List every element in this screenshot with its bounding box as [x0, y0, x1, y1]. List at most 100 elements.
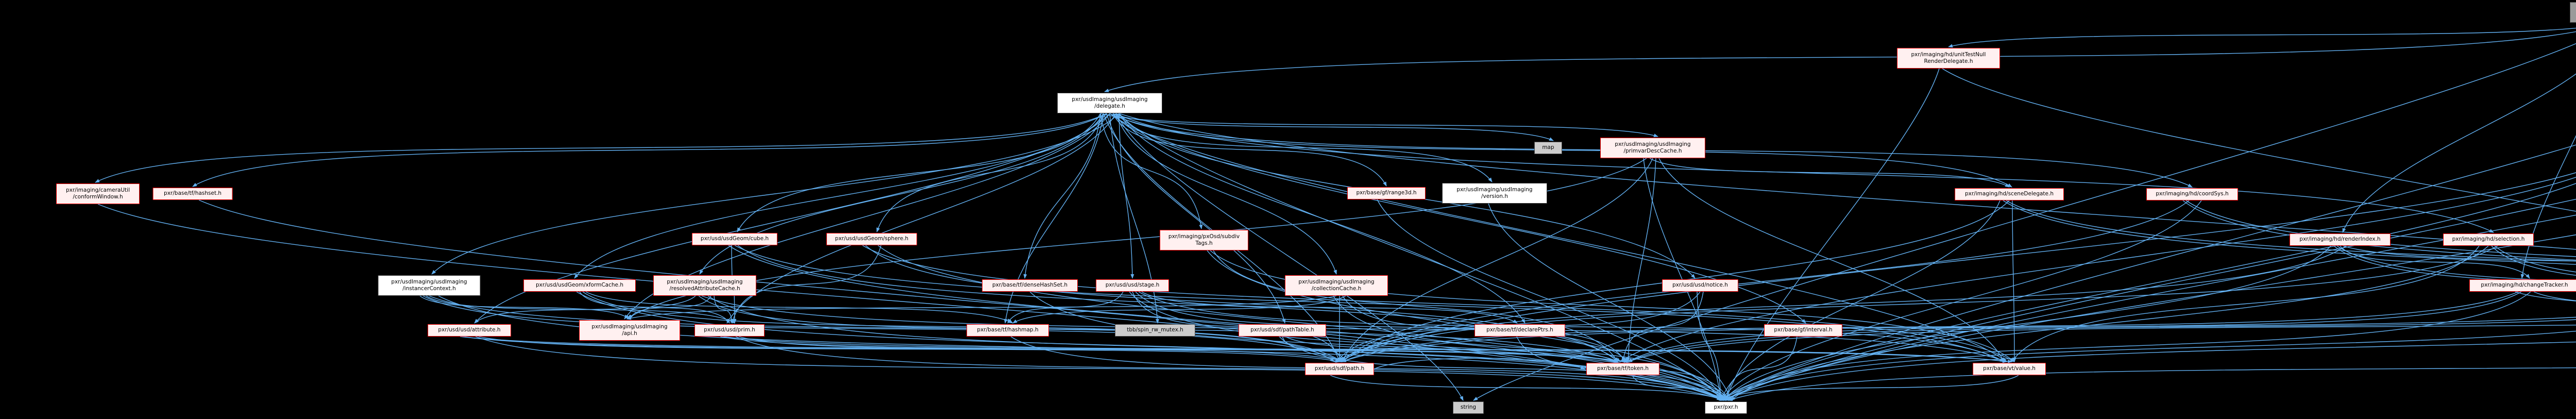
include-edge-hdCoordSys-hdVersion	[2185, 200, 2576, 257]
include-edge-usdStage-tfToken	[1135, 291, 1629, 362]
include-edge-unitTestHelper-delegate	[1104, 31, 2576, 92]
include-edge-tfHashset-pxrH	[198, 199, 1724, 401]
include-edge-resolvedAttributeCache-usdPrim	[714, 295, 734, 324]
graph-node-gfInterval[interactable]: pxr/base/gf/interval.h	[1764, 324, 1842, 337]
graph-node-cube[interactable]: pxr/usd/usdGeom/cube.h	[692, 233, 777, 245]
include-edge-hdRenderIndex-pxrH	[1723, 245, 2331, 401]
include-edge-usdNotice-tfToken	[1621, 291, 1704, 362]
include-edge-delegate-hdSceneDelegate	[1112, 113, 2012, 188]
graph-node-xformCache[interactable]: pxr/usd/usdGeom/xformCache.h	[523, 279, 636, 292]
graph-node-map[interactable]: map	[1534, 142, 1562, 154]
include-edge-hdRenderIndex-sdfPath	[1336, 245, 2347, 362]
include-edge-usdNotice-pxrH	[1697, 291, 1723, 401]
include-edge-gfRange3d-pxrH	[1377, 199, 1724, 401]
graph-node-hdSceneDelegate[interactable]: pxr/imaging/hd/sceneDelegate.h	[1955, 188, 2064, 200]
graph-node-denseHashSet[interactable]: pxr/base/tf/denseHashSet.h	[982, 279, 1078, 292]
include-edge-xformCache-tfHashmap	[585, 291, 1013, 324]
graph-node-conformWindow[interactable]: pxr/imaging/cameraUtil /conformWindow.h	[56, 183, 140, 204]
include-edge-usdPrim-vtValue	[723, 336, 2007, 363]
graph-node-uiApi[interactable]: pxr/usdImaging/usdImaging /api.h	[579, 320, 680, 341]
graph-node-sdfPathTable[interactable]: pxr/usd/sdf/pathTable.h	[1239, 324, 1326, 337]
include-edge-delegate-gfInterval	[1115, 113, 1806, 324]
include-edge-hdCoordSys-pxrH	[1720, 200, 2202, 401]
graph-node-tfHashset[interactable]: pxr/base/tf/hashset.h	[152, 188, 233, 200]
graph-node-hdChangeTracker[interactable]: pxr/imaging/hd/changeTracker.h	[2469, 279, 2576, 292]
include-edge-unitTestHelper-string	[1473, 43, 2576, 401]
graph-node-tfToken[interactable]: pxr/base/tf/token.h	[1586, 363, 1659, 375]
include-edge-delegate-hdSelection	[1115, 113, 2494, 233]
include-edge-delegate-hdVersion	[1118, 113, 2576, 250]
graph-node-instancerContext[interactable]: pxr/usdImaging/usdImaging /instancerCont…	[378, 275, 481, 296]
graph-node-tfDeclarePtrs[interactable]: pxr/base/tf/declarePtrs.h	[1475, 324, 1565, 337]
include-edge-delegate-cube	[737, 113, 1101, 232]
include-edge-hdSceneDelegate-hdApi	[2003, 200, 2576, 265]
graph-node-sdfPath[interactable]: pxr/usd/sdf/path.h	[1305, 363, 1374, 375]
include-edge-hdTokens-pxrH	[1723, 341, 2576, 401]
graph-node-resolvedAttributeCache[interactable]: pxr/usdImaging/usdImaging /resolvedAttri…	[653, 275, 756, 296]
include-edge-delegate-conformWindow	[95, 113, 1107, 183]
graph-node-hdRenderIndex[interactable]: pxr/imaging/hd/renderIndex.h	[2290, 233, 2391, 246]
include-edge-vtValue-pxrH	[1720, 375, 2019, 401]
include-edge-usdStage-tfHashmap	[1007, 291, 1124, 324]
include-edge-hdRenderIndex-hdApi	[2333, 245, 2576, 283]
graph-node-unitTestHelper[interactable]: pxr/usdImaging/usdImaging /unitTestHelpe…	[2570, 2, 2576, 23]
include-edge-tfToken-pxrH	[1632, 375, 1726, 401]
include-edge-delegate-sphere	[876, 113, 1104, 232]
include-edge-hdCoordSys-sdfPath	[1342, 200, 2190, 362]
graph-node-usdNotice[interactable]: pxr/usd/usd/notice.h	[1662, 279, 1738, 292]
graph-node-hdSelection[interactable]: pxr/imaging/hd/selection.h	[2443, 233, 2534, 246]
include-edge-hdVersion-pxrH	[1728, 367, 2576, 401]
graph-node-sphere[interactable]: pxr/usd/usdGeom/sphere.h	[826, 233, 917, 245]
include-edge-delegate-xformCache	[574, 113, 1107, 279]
include-edge-cube-tfToken	[737, 245, 1621, 362]
include-edge-usdAttribute-sdfPath	[478, 336, 1340, 363]
graph-node-pxrH[interactable]: pxr/pxr.h	[1705, 401, 1747, 414]
include-edge-hdCoordSys-hdApi	[2182, 200, 2576, 261]
include-edge-resolvedAttributeCache-usdAttribute	[474, 295, 696, 324]
graph-node-delegate[interactable]: pxr/usdImaging/usdImaging /delegate.h	[1057, 93, 1162, 113]
include-edge-delegate-usdPrim	[726, 113, 1116, 324]
graph-node-uiVersion[interactable]: pxr/usdImaging/usdImaging /version.h	[1442, 183, 1547, 204]
graph-node-usdAttribute[interactable]: pxr/usd/usd/attribute.h	[428, 324, 511, 337]
graph-node-usdStage[interactable]: pxr/usd/usd/stage.h	[1096, 279, 1169, 292]
include-edge-primvarDescCache-uiApi	[626, 158, 1647, 320]
include-edge-usdAttribute-pxrH	[475, 336, 1724, 401]
include-edge-collectionCache-uiApi	[626, 295, 1337, 320]
graph-node-gfRange3d[interactable]: pxr/base/gf/range3d.h	[1347, 187, 1426, 199]
include-edge-hdChangeTracker-pxrH	[1720, 291, 2531, 401]
graph-node-usdPrim[interactable]: pxr/usd/usd/prim.h	[694, 324, 765, 337]
include-edge-primvarDescCache-tfToken	[1626, 158, 1656, 362]
graph-node-string[interactable]: string	[1453, 401, 1484, 414]
graph-node-tfHashmap[interactable]: pxr/base/tf/hashmap.h	[967, 324, 1049, 337]
graph-node-subdivTags[interactable]: pxr/imaging/pxOsd/subdiv Tags.h	[1160, 230, 1248, 250]
include-edge-resolvedAttributeCache-vtValue	[701, 295, 2007, 362]
include-edge-cube-vtValue	[734, 245, 2005, 362]
include-edge-delegate-gfRange3d	[1112, 113, 1387, 187]
include-edge-hdSceneDelegate-pxrH	[1720, 200, 2001, 401]
graph-node-hdCoordSys[interactable]: pxr/imaging/hd/coordSys.h	[2146, 188, 2238, 200]
include-edge-gfInterval-pxrH	[1724, 336, 1798, 401]
include-edge-nullRenderDelegate-pxrH	[1725, 68, 1940, 401]
include-edge-hdTokens-tfToken	[1628, 325, 2576, 362]
include-edge-hdSelection-sdfPath	[1339, 245, 2498, 362]
include-edge-usdStage-tfDeclarePtrs	[1141, 291, 1518, 324]
graph-node-spinRwMutex[interactable]: tbb/spin_rw_mutex.h	[1115, 324, 1195, 337]
include-edge-nullRenderDelegate-hdApi	[1942, 68, 2576, 212]
include-edge-hdSelection-hdApi	[2491, 245, 2576, 276]
include-edge-unitTestHelper-hdRenderIndex	[2342, 73, 2576, 233]
include-edge-hdRenderIndex-hdVersion	[2336, 245, 2576, 282]
include-edge-instancerContext-uiApi	[419, 295, 630, 320]
graph-node-collectionCache[interactable]: pxr/usdImaging/usdImaging /collectionCac…	[1285, 275, 1388, 296]
include-edge-delegate-instancerContext	[431, 113, 1120, 275]
graph-node-primvarDescCache[interactable]: pxr/usdImaging/usdImaging /primvarDescCa…	[1600, 138, 1705, 158]
include-edge-hdSelection-vtValue	[2011, 245, 2480, 362]
include-edge-hdRenderIndex-hdTokens	[2343, 245, 2576, 262]
include-edge-sdfPath-pxrH	[1330, 375, 1724, 401]
include-edge-delegate-collectionCache	[1115, 113, 1337, 275]
include-edge-delegate-pxrH	[1118, 113, 1724, 401]
graph-node-vtValue[interactable]: pxr/base/vt/value.h	[1973, 363, 2046, 375]
include-edge-hdRprimCollection-pxrH	[1720, 330, 2576, 401]
include-edge-hdRprimCollection-sdfPath	[1342, 316, 2576, 362]
graph-node-nullRenderDelegate[interactable]: pxr/imaging/hd/unitTestNull RenderDelega…	[1897, 48, 2000, 69]
